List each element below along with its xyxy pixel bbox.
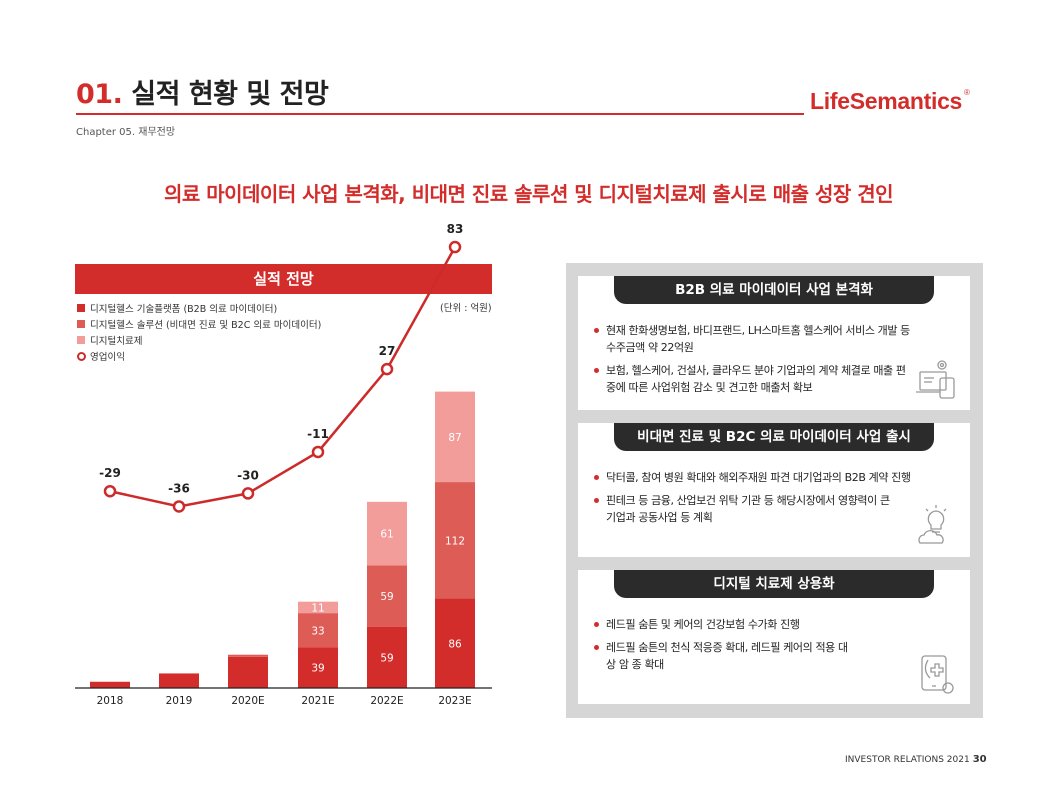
bar-value-label: 33 <box>311 625 324 637</box>
x-tick-label: 2022E <box>370 695 403 707</box>
bar-segment <box>90 681 130 688</box>
title-number: 01. <box>76 79 123 110</box>
bullet-item: 닥터콜, 참여 병원 확대와 해외주재원 파견 대기업과의 B2B 계약 진행 <box>594 469 944 486</box>
bar-segment <box>367 626 407 688</box>
bullet-item: 레드필 숨튼 및 케어의 건강보험 수가화 진행 <box>594 616 944 633</box>
op-income-point <box>241 487 255 500</box>
card-telemedicine: 비대면 진료 및 B2C 의료 마이데이터 사업 출시 닥터콜, 참여 병원 확… <box>578 423 970 557</box>
op-income-line <box>109 246 457 508</box>
chart-unit: (단위 : 억원) <box>440 303 492 314</box>
x-tick-label: 2021E <box>301 695 334 707</box>
bar-segment <box>298 601 338 614</box>
card-bullets: 닥터콜, 참여 병원 확대와 해외주재원 파견 대기업과의 B2B 계약 진행 … <box>594 469 944 532</box>
bullet-item: 현재 한화생명보험, 바디프랜드, LH스마트홈 헬스케어 서비스 개발 등 수… <box>594 322 914 356</box>
footer: INVESTOR RELATIONS 2021 30 <box>845 754 987 765</box>
bar-segment <box>435 391 475 483</box>
title-rule <box>76 113 804 115</box>
bar-value-label: 86 <box>448 638 462 650</box>
legend-swatch <box>77 320 85 328</box>
bar-value-label: 112 <box>445 535 465 547</box>
chart-title: 실적 전망 <box>75 264 492 294</box>
legend-swatch <box>77 304 85 312</box>
medical-tablet-icon <box>921 655 954 694</box>
logo-text: LifeSemantics <box>810 88 963 114</box>
headline: 의료 마이데이터 사업 본격화, 비대면 진료 솔루션 및 디지털치료제 출시로… <box>163 182 894 206</box>
logo: LifeSemantics ® <box>810 88 970 115</box>
card-title: 디지털 치료제 상용화 <box>614 570 934 598</box>
legend-item-op-income: 영업이익 <box>77 348 321 364</box>
bar-value-label: 87 <box>448 432 461 444</box>
bar-segment <box>298 613 338 648</box>
logo-registered-mark: ® <box>964 88 970 97</box>
bar-segment <box>298 647 338 688</box>
op-income-point <box>448 240 462 254</box>
legend-label: 디지털치료제 <box>90 336 143 347</box>
bar-segment <box>367 501 407 566</box>
op-income-point <box>103 484 117 498</box>
op-income-point <box>311 445 325 459</box>
bullet-item: 보험, 헬스케어, 건설사, 클라우드 분야 기업과의 계약 체결로 매출 편중… <box>594 362 914 396</box>
bullet-item: 핀테크 등 금융, 산업보건 위탁 기관 등 해당시장에서 영향력이 큰 기업과… <box>594 492 894 526</box>
devices-settings-icon <box>916 360 955 399</box>
page-title: 01. 실적 현황 및 전망 <box>76 72 329 111</box>
bullet-item: 레드필 숨튼의 천식 적응증 확대, 레드필 케어의 적용 대상 암 종 확대 <box>594 639 854 673</box>
bar-value-label: 59 <box>380 652 393 664</box>
op-income-label: -30 <box>237 468 259 482</box>
legend-item-platform: 디지털헬스 기술플랫폼 (B2B 의료 마이데이터) <box>77 300 321 316</box>
legend-label: 디지털헬스 솔루션 (비대면 진료 및 B2C 의료 마이데이터) <box>90 320 322 331</box>
op-income-label: -29 <box>99 466 121 480</box>
op-income-point <box>172 500 186 513</box>
op-income-label: 83 <box>447 222 464 236</box>
chart-legend: 디지털헬스 기술플랫폼 (B2B 의료 마이데이터) 디지털헬스 솔루션 (비대… <box>77 300 321 364</box>
card-title: B2B 의료 마이데이터 사업 본격화 <box>614 276 934 304</box>
op-income-label: -11 <box>307 427 329 441</box>
bar-value-label: 59 <box>380 591 393 603</box>
legend-marker <box>77 351 86 361</box>
x-tick-label: 2023E <box>438 695 471 707</box>
title-text: 실적 현황 및 전망 <box>131 79 329 110</box>
card-dtx: 디지털 치료제 상용화 레드필 숨튼 및 케어의 건강보험 수가화 진행 레드필… <box>578 570 970 704</box>
op-income-label: -36 <box>168 481 190 495</box>
bar-segment <box>367 565 407 627</box>
x-tick-label: 2019 <box>166 695 193 707</box>
legend-item-dtx: 디지털치료제 <box>77 332 321 348</box>
lightbulb-cloud-icon <box>918 505 947 544</box>
page-number: 30 <box>972 754 987 765</box>
op-income-label: 27 <box>379 344 396 358</box>
legend-item-solution: 디지털헬스 솔루션 (비대면 진료 및 B2C 의료 마이데이터) <box>77 316 321 332</box>
bar-value-label: 11 <box>311 602 324 614</box>
footer-label: INVESTOR RELATIONS 2021 <box>845 755 970 765</box>
bar-segment <box>435 598 475 688</box>
bar-value-label: 61 <box>380 529 393 541</box>
bar-segment <box>228 654 268 657</box>
x-tick-label: 2018 <box>97 695 124 707</box>
card-b2b: B2B 의료 마이데이터 사업 본격화 현재 한화생명보험, 바디프랜드, LH… <box>578 276 970 410</box>
chapter-label: Chapter 05. 재무전망 <box>76 127 176 138</box>
bar-segment <box>159 673 199 688</box>
legend-label: 영업이익 <box>90 352 125 363</box>
x-tick-label: 2020E <box>231 695 264 707</box>
card-bullets: 레드필 숨튼 및 케어의 건강보험 수가화 진행 레드필 숨튼의 천식 적응증 … <box>594 616 944 679</box>
bar-value-label: 39 <box>311 663 324 675</box>
op-income-point <box>380 362 394 376</box>
card-title: 비대면 진료 및 B2C 의료 마이데이터 사업 출시 <box>614 423 934 451</box>
legend-swatch <box>77 336 85 344</box>
card-bullets: 현재 한화생명보험, 바디프랜드, LH스마트홈 헬스케어 서비스 개발 등 수… <box>594 322 914 402</box>
bar-segment <box>228 656 268 688</box>
legend-label: 디지털헬스 기술플랫폼 (B2B 의료 마이데이터) <box>90 304 278 315</box>
bar-segment <box>435 482 475 599</box>
